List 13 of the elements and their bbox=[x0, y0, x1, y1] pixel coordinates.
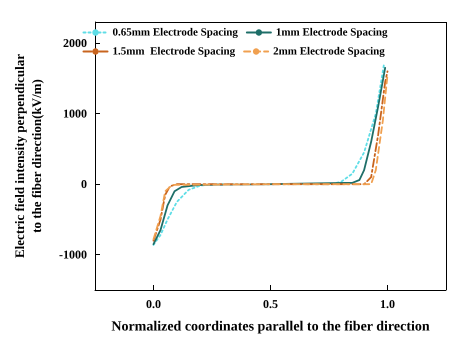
y-tick-label: 2000 bbox=[63, 36, 87, 50]
x-tick-label: 1.0 bbox=[380, 297, 395, 311]
legend-label: 2mm Electrode Spacing bbox=[273, 46, 386, 58]
x-axis-title: Normalized coordinates parallel to the fiber direction bbox=[111, 320, 430, 334]
legend-label: 1mm Electrode Spacing bbox=[276, 26, 388, 38]
y-tick-label: -1000 bbox=[59, 248, 87, 262]
y-axis-title: Electric field intensity perpendicular to the fiber direction(kV/m) bbox=[12, 54, 44, 258]
y-tick-label: 0 bbox=[81, 177, 87, 192]
x-tick-label: 0.5 bbox=[263, 297, 278, 311]
y-tick-label: 1000 bbox=[63, 106, 87, 121]
legend-label: 0.65mm Electrode Spacing bbox=[112, 26, 238, 38]
x-tick-label: 0.0 bbox=[146, 297, 161, 311]
legend-label: 1.5mm Electrode Spacing bbox=[112, 46, 236, 58]
